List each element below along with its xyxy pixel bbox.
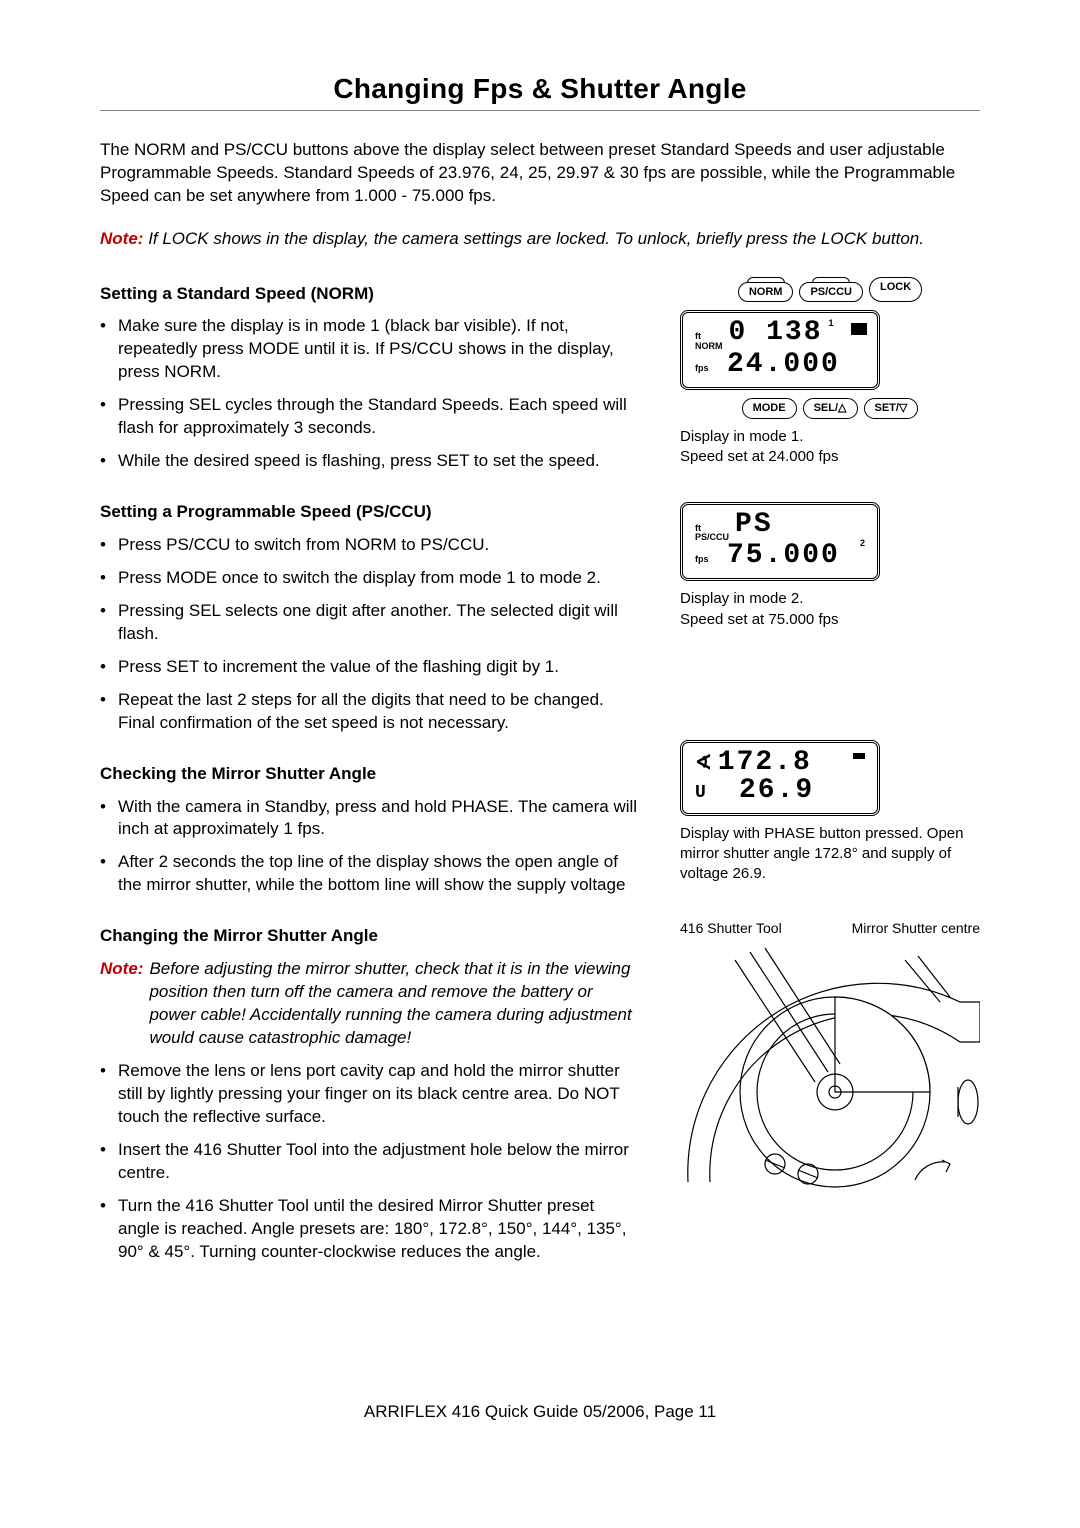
figure-shutter-tool: 416 Shutter Tool Mirror Shutter centre [680,919,980,1209]
section-heading-check-shutter: Checking the Mirror Shutter Angle [100,763,640,786]
lcd-value: 0 138 [729,319,823,347]
psccu-button-icon: PS/CCU [799,277,863,303]
list-item: Insert the 416 Shutter Tool into the adj… [100,1139,640,1185]
bullets-psccu: Press PS/CCU to switch from NORM to PS/C… [100,534,640,735]
section-heading-change-shutter: Changing the Mirror Shutter Angle [100,925,640,948]
angle-icon: ∢ [695,753,712,773]
figure-phase: ∢ 172.8 U 26.9 [680,740,980,816]
lcd-value: PS [735,511,773,539]
list-item: Press SET to increment the value of the … [100,656,640,679]
right-column: NORM PS/CCU LOCK ft NORM 0 138 1 fps 24.… [680,277,980,1292]
list-item: Make sure the display is in mode 1 (blac… [100,315,640,384]
lcd-label: U [695,784,713,803]
label-shutter-tool: 416 Shutter Tool [680,919,782,938]
lcd-sup: 2 [860,539,865,548]
lcd-value: 172.8 [718,749,812,777]
note-label: Note: [100,958,143,1050]
note-text: Before adjusting the mirror shutter, che… [149,958,640,1050]
list-item: Pressing SEL cycles through the Standard… [100,394,640,440]
section-heading-norm: Setting a Standard Speed (NORM) [100,283,640,306]
lcd-label: fps [695,555,721,564]
lcd-value: 24.000 [727,351,840,379]
list-item: Pressing SEL selects one digit after ano… [100,600,640,646]
bullets-change-shutter: Remove the lens or lens port cavity cap … [100,1060,640,1264]
norm-button-icon: NORM [738,277,794,303]
two-column-layout: Setting a Standard Speed (NORM) Make sur… [100,277,980,1292]
figure-mode1: NORM PS/CCU LOCK ft NORM 0 138 1 fps 24.… [680,277,980,420]
lcd-display-mode2: ft PS/CCU PS fps 75.000 2 [680,502,880,582]
caption-mode2: Display in mode 2. Speed set at 75.000 f… [680,589,980,630]
list-item: With the camera in Standby, press and ho… [100,796,640,842]
top-note: Note: If LOCK shows in the display, the … [100,228,980,251]
shutter-note: Note: Before adjusting the mirror shutte… [100,958,640,1050]
list-item: Turn the 416 Shutter Tool until the desi… [100,1195,640,1264]
page-title: Changing Fps & Shutter Angle [100,70,980,108]
lcd-display-mode1: ft NORM 0 138 1 fps 24.000 [680,310,880,390]
lcd-sup: 1 [829,319,834,328]
list-item: After 2 seconds the top line of the disp… [100,851,640,897]
bullets-check-shutter: With the camera in Standby, press and ho… [100,796,640,898]
lcd-label: fps [695,364,721,373]
list-item: Repeat the last 2 steps for all the digi… [100,689,640,735]
list-item: Press PS/CCU to switch from NORM to PS/C… [100,534,640,557]
lcd-label: ft PS/CCU [695,524,729,543]
label-mirror-centre: Mirror Shutter centre [852,919,980,938]
bullets-norm: Make sure the display is in mode 1 (blac… [100,315,640,473]
intro-paragraph: The NORM and PS/CCU buttons above the di… [100,139,980,208]
caption-mode1: Display in mode 1. Speed set at 24.000 f… [680,427,980,468]
page-footer: ARRIFLEX 416 Quick Guide 05/2006, Page 1… [100,1401,980,1424]
title-rule [100,110,980,111]
list-item: Remove the lens or lens port cavity cap … [100,1060,640,1129]
lcd-value: 75.000 [727,542,840,570]
shutter-diagram-icon [680,942,980,1202]
note-label: Note: [100,229,143,248]
list-item: Press MODE once to switch the display fr… [100,567,640,590]
lock-button-icon: LOCK [869,277,922,303]
set-button-icon: SET/▽ [864,398,919,419]
note-text: If LOCK shows in the display, the camera… [148,229,924,248]
figure-mode2: ft PS/CCU PS fps 75.000 2 [680,502,980,582]
mode-button-icon: MODE [742,398,797,419]
caption-phase: Display with PHASE button pressed. Open … [680,824,980,885]
button-row-top: NORM PS/CCU LOCK [680,277,980,303]
lcd-display-phase: ∢ 172.8 U 26.9 [680,740,880,816]
section-heading-psccu: Setting a Programmable Speed (PS/CCU) [100,501,640,524]
lcd-label: ft NORM [695,332,723,351]
sel-button-icon: SEL/△ [803,398,858,419]
left-column: Setting a Standard Speed (NORM) Make sur… [100,277,640,1292]
lcd-value: 26.9 [739,777,814,805]
button-row-bottom: MODE SEL/△ SET/▽ [680,398,980,419]
list-item: While the desired speed is flashing, pre… [100,450,640,473]
